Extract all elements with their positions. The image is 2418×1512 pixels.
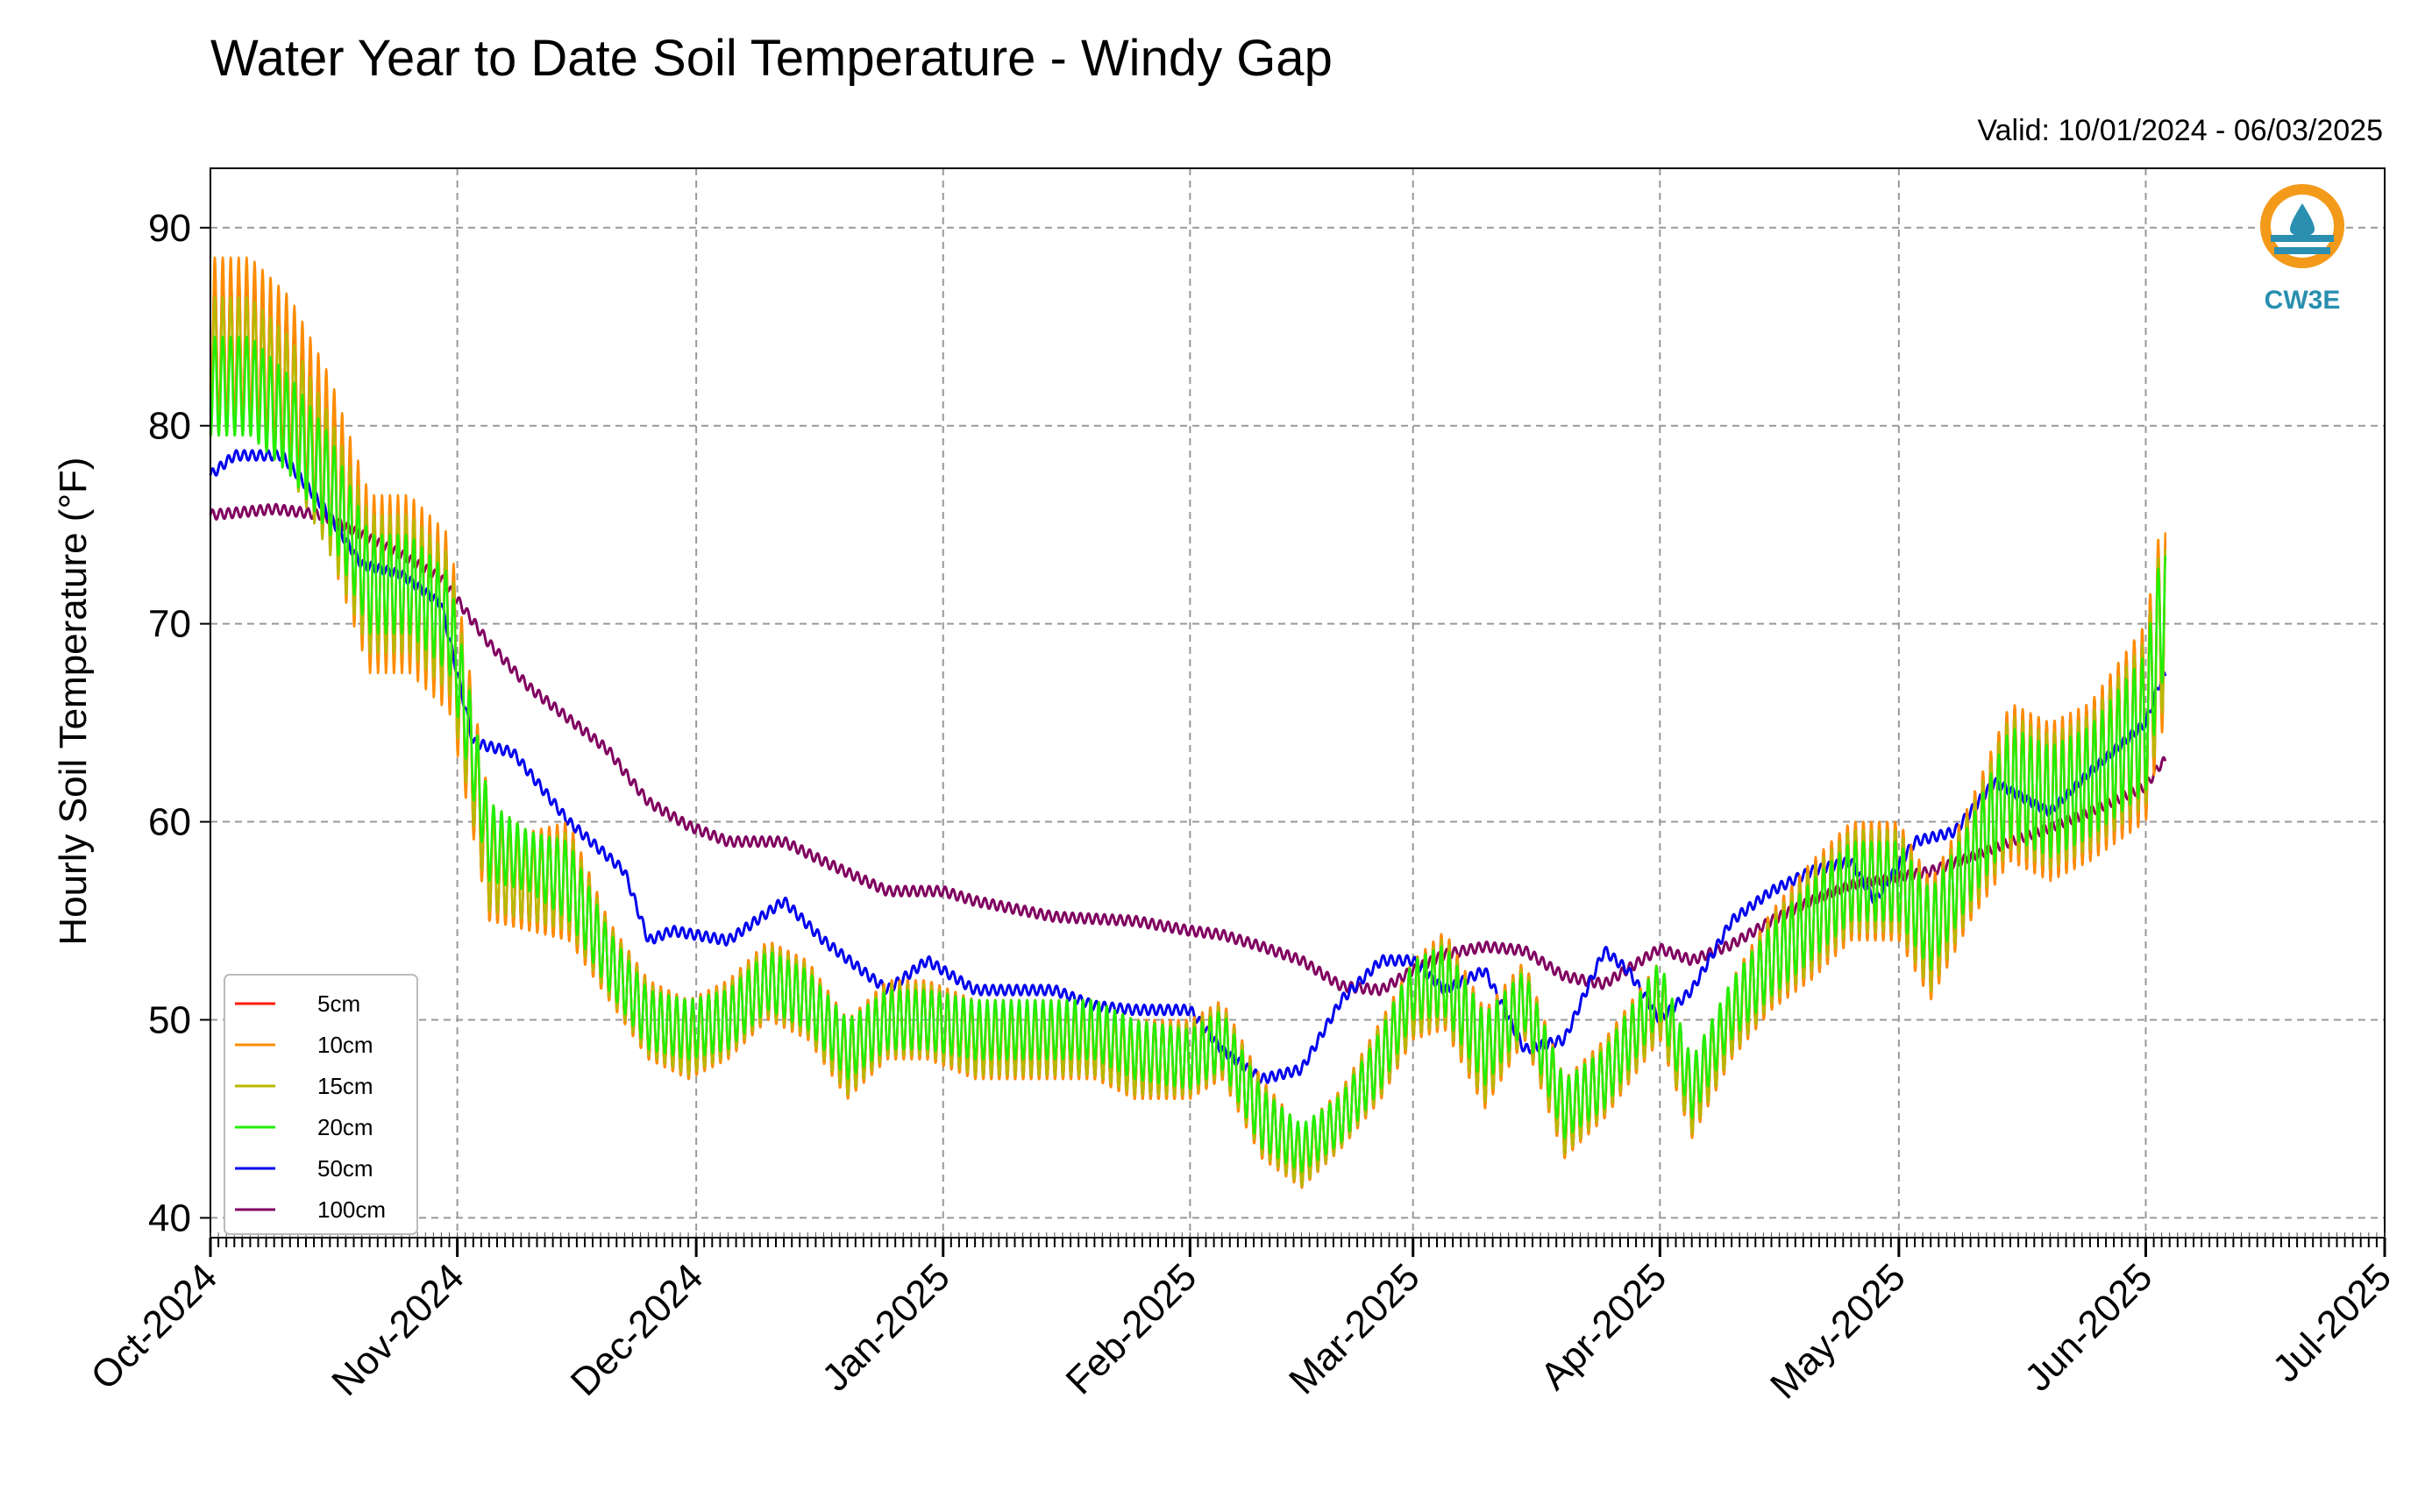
y-tick-label: 40: [148, 1196, 191, 1239]
x-tick-label: Jun-2025: [2016, 1255, 2160, 1399]
y-axis-ticks: 40 50 60 70 80 90: [148, 207, 210, 1239]
x-tick-label: Oct-2024: [82, 1255, 225, 1398]
y-axis-label: Hourly Soil Temperature (°F): [52, 457, 95, 945]
legend-label-100cm: 100cm: [317, 1196, 386, 1223]
x-tick-label: Mar-2025: [1281, 1255, 1428, 1402]
legend-label-50cm: 50cm: [317, 1155, 373, 1182]
series-lines: [209, 256, 2167, 1189]
x-tick-label: Jul-2025: [2265, 1255, 2400, 1390]
x-tick-label: Jan-2025: [814, 1255, 957, 1399]
series-line-50cm: [209, 449, 2167, 1084]
legend-label-10cm: 10cm: [317, 1032, 373, 1058]
chart-title: Water Year to Date Soil Temperature - Wi…: [210, 30, 1333, 87]
plot-frame: [210, 167, 2386, 1239]
y-tick-label: 50: [148, 998, 191, 1041]
legend: 5cm 10cm 15cm 20cm 50cm 100cm: [224, 974, 418, 1235]
y-tick-label: 90: [148, 207, 191, 250]
valid-date-range: Valid: 10/01/2024 - 06/03/2025: [1977, 114, 2383, 147]
y-tick-label: 80: [148, 405, 191, 448]
x-minor-tick-marks: [210, 1238, 2386, 1247]
x-tick-label: Feb-2025: [1058, 1255, 1205, 1402]
x-axis-minor-ticks: [210, 1232, 2386, 1247]
x-axis-ticks: Oct-2024 Nov-2024 Dec-2024 Jan-2025 Feb-2025…: [82, 1238, 2400, 1407]
grid-lines: [210, 168, 2386, 1238]
series-line-20cm: [209, 335, 2167, 1174]
logo-droplet-icon: [2290, 203, 2315, 237]
legend-label-20cm: 20cm: [317, 1114, 373, 1140]
logo-text: CW3E: [2265, 286, 2341, 315]
x-tick-label: Dec-2024: [563, 1255, 712, 1404]
cw3e-logo: CW3E: [2260, 184, 2344, 315]
y-tick-label: 70: [148, 603, 191, 646]
x-tick-label: May-2025: [1762, 1255, 1914, 1407]
series-line-100cm: [209, 502, 2167, 997]
legend-label-5cm: 5cm: [317, 990, 360, 1017]
x-tick-label: Nov-2024: [324, 1255, 473, 1404]
legend-label-15cm: 15cm: [317, 1073, 373, 1099]
x-tick-label: Apr-2025: [1533, 1255, 1675, 1398]
y-tick-label: 60: [148, 801, 191, 844]
